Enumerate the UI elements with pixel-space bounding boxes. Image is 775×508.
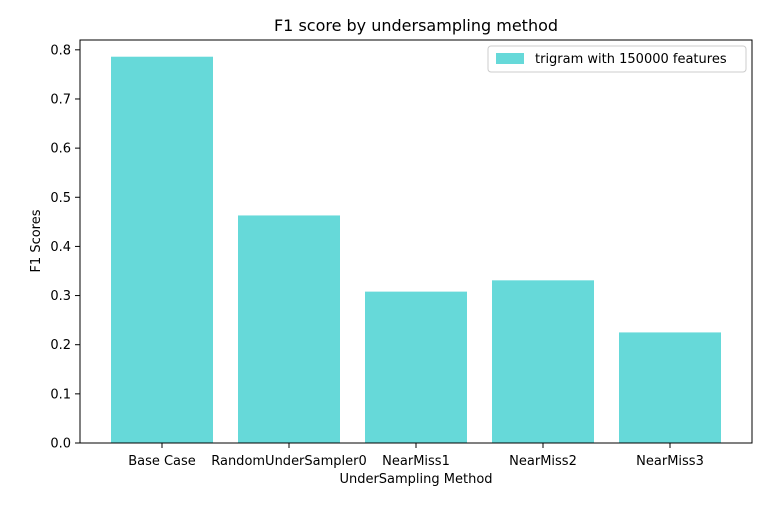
bar-1 [238, 215, 340, 443]
y-tick-label-1: 0.1 [50, 387, 71, 402]
x-axis-label: UnderSampling Method [339, 472, 492, 487]
bar-2 [365, 291, 467, 443]
bar-0 [111, 56, 213, 444]
legend-swatch [496, 53, 524, 64]
plot-frame [79, 39, 753, 444]
legend-box [487, 45, 747, 73]
y-tick-label-8: 0.8 [50, 43, 71, 58]
bars-group [111, 56, 721, 444]
legend: trigram with 150000 features [487, 45, 747, 73]
y-tick-label-4: 0.4 [50, 240, 71, 255]
x-tick-label-4: NearMiss3 [636, 454, 704, 469]
y-tick-label-2: 0.2 [50, 338, 71, 353]
y-axis-label: F1 Scores [29, 209, 44, 272]
y-tick-label-0: 0.0 [50, 437, 71, 452]
x-tick-label-0: Base Case [128, 454, 196, 469]
bar-4 [619, 332, 721, 443]
chart-title: F1 score by undersampling method [274, 16, 558, 35]
x-tick-label-1: RandomUnderSampler0 [211, 454, 367, 469]
y-tick-label-3: 0.3 [50, 289, 71, 304]
bar-3 [492, 280, 594, 443]
y-tick-label-7: 0.7 [50, 92, 71, 107]
legend-label: trigram with 150000 features [535, 52, 727, 67]
y-tick-label-6: 0.6 [50, 142, 71, 157]
x-tick-label-3: NearMiss2 [509, 454, 577, 469]
x-tick-label-2: NearMiss1 [382, 454, 450, 469]
x-axis: Base Case RandomUnderSampler0 NearMiss1 Nea… [128, 443, 704, 469]
y-axis: 0.0 0.1 0.2 0.3 0.4 0.5 0.6 0.7 0.8 [50, 43, 80, 452]
y-tick-label-5: 0.5 [50, 191, 71, 206]
